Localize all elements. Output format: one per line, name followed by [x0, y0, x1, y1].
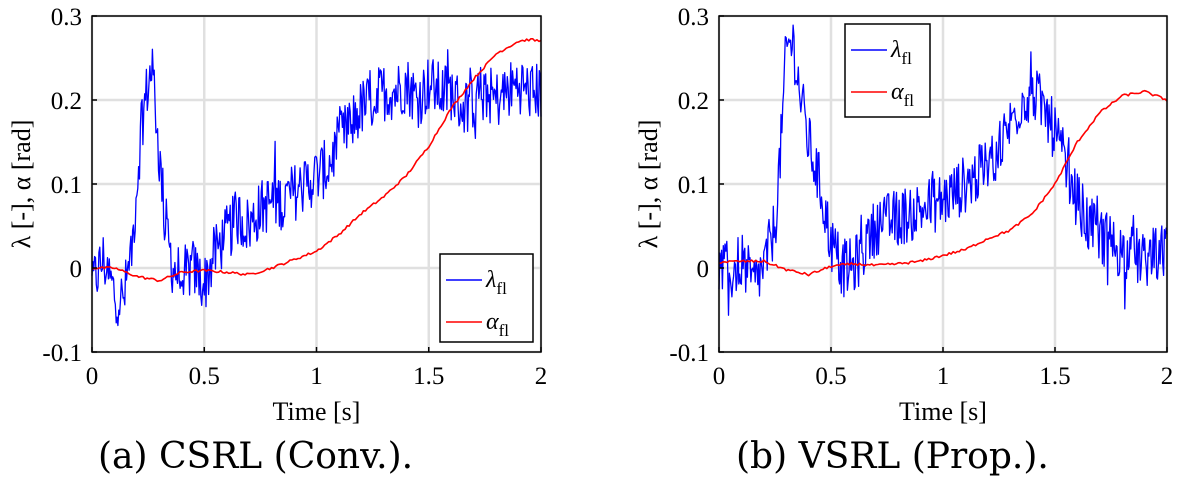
x-axis-label: Time [s] [273, 397, 361, 426]
y-tick-label: 0.1 [678, 172, 709, 199]
y-tick-label: -0.1 [42, 340, 82, 367]
x-tick-label: 1 [310, 363, 323, 390]
caption-b: (b) VSRL (Prop.). [736, 436, 1049, 477]
legend: λfl αfl [844, 23, 931, 118]
series-line-lambda [91, 48, 542, 327]
x-tick-label: 2 [535, 363, 548, 390]
x-tick-label: 0 [713, 363, 726, 390]
series-line-alpha [718, 89, 1168, 277]
y-tick-label: 0 [70, 256, 83, 283]
y-tick-label: 0.3 [678, 4, 709, 31]
legend-box [439, 253, 534, 343]
x-tick-label: 2 [1161, 363, 1174, 390]
x-axis-label: Time [s] [899, 397, 987, 426]
series-line-alpha [92, 37, 542, 283]
x-tick-label: 1 [937, 363, 950, 390]
x-tick-label: 1.5 [1039, 363, 1070, 390]
caption-a: (a) CSRL (Conv.). [98, 436, 414, 477]
y-tick-label: 0.1 [51, 172, 82, 199]
legend: λfl αfl [439, 253, 534, 343]
y-axis-label: λ [-], α [rad] [7, 120, 36, 249]
x-tick-label: 0.5 [815, 363, 846, 390]
y-axis-label: λ [-], α [rad] [634, 120, 663, 249]
y-tick-label: -0.1 [669, 340, 709, 367]
x-tick-label: 0.5 [189, 363, 220, 390]
y-tick-label: 0.2 [51, 88, 82, 115]
y-tick-label: 0.3 [51, 4, 82, 31]
legend-label-alpha: αfl [486, 309, 509, 340]
legend-box [844, 23, 931, 118]
legend-label-alpha: αfl [891, 79, 914, 110]
legend-label-lambda: λfl [890, 37, 912, 68]
series-line-lambda [718, 24, 1168, 316]
y-tick-label: 0.2 [678, 88, 709, 115]
x-tick-label: 1.5 [413, 363, 444, 390]
y-tick-label: 0 [697, 256, 710, 283]
x-tick-label: 0 [86, 363, 99, 390]
legend-label-lambda: λfl [485, 267, 507, 298]
